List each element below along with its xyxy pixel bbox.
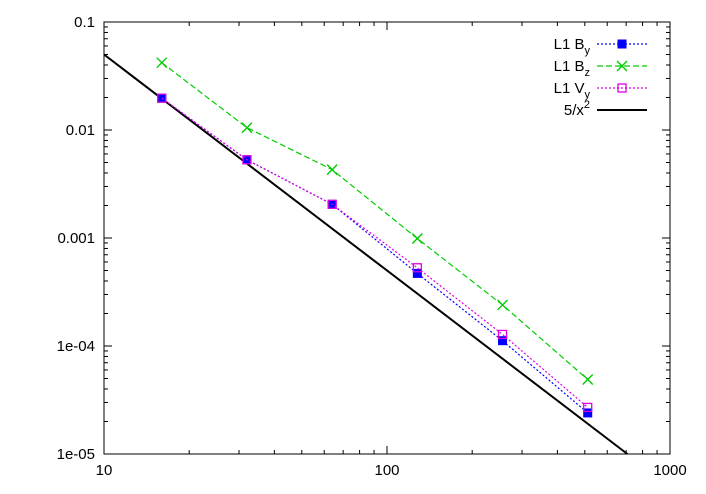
marker-x [497,299,509,311]
legend-label: L1 Bz [554,58,590,79]
legend-label-superscript: 2 [584,99,590,111]
series-line [161,97,589,414]
marker-x-stroke [411,232,423,244]
marker-x [411,232,423,244]
marker-x [616,60,628,72]
series-2 [157,93,593,413]
marker-open-square [157,93,167,103]
marker-x-stroke [497,299,509,311]
marker-open-square [583,402,593,413]
series-line [103,53,629,455]
marker-x [156,57,168,69]
series-line [161,62,589,380]
legend-label-subscript: y [585,45,591,57]
marker-x-stroke [616,60,628,72]
marker-x [326,164,338,176]
marker-x [241,122,253,134]
legend-label-main: L1 V [554,80,585,97]
marker-open-square [497,329,508,340]
marker-x-stroke [582,373,594,385]
x-tick-label: 1000 [653,462,686,479]
y-tick-label: 0.1 [74,14,95,31]
series-layer [103,53,629,455]
legend-label: L1 By [554,36,591,57]
y-tick-label: 0.001 [57,230,95,247]
legend-label: L1 Vy [554,80,591,101]
legend-item: L1 Bz [554,58,647,79]
marker-x-stroke [156,57,168,69]
legend-label-subscript: y [585,89,591,101]
y-tick-label: 1e-05 [57,446,95,463]
marker-open-square [412,263,422,273]
legend-item: L1 Vy [554,80,647,101]
marker-x-stroke [326,164,338,176]
marker-filled-square [498,336,508,346]
marker-filled-square [412,268,422,278]
series-3 [103,53,629,455]
legend-label: 5/x2 [564,99,590,119]
legend-item: L1 By [554,36,647,57]
legend-label-main: 5/x [564,102,585,119]
marker-filled-square [583,408,593,418]
legend-item: 5/x2 [564,99,647,119]
x-tick-label: 10 [96,462,113,479]
marker-x-stroke [241,122,253,134]
legend-label-main: L1 B [554,58,585,75]
marker-open-square [242,155,252,165]
legend-label-main: L1 B [554,36,585,53]
y-tick-label: 0.01 [66,122,95,139]
series-0 [157,93,593,418]
marker-open-square [327,199,337,209]
x-tick-label: 100 [374,462,399,479]
marker-x [582,373,594,385]
y-tick-label: 1e-04 [57,338,95,355]
marker-open-square [617,83,627,93]
series-line [161,97,589,408]
legend-label-subscript: z [585,67,591,79]
series-1 [156,57,594,385]
marker-filled-square [617,39,627,49]
marker-filled-square [157,93,167,103]
plot-frame [103,21,671,455]
